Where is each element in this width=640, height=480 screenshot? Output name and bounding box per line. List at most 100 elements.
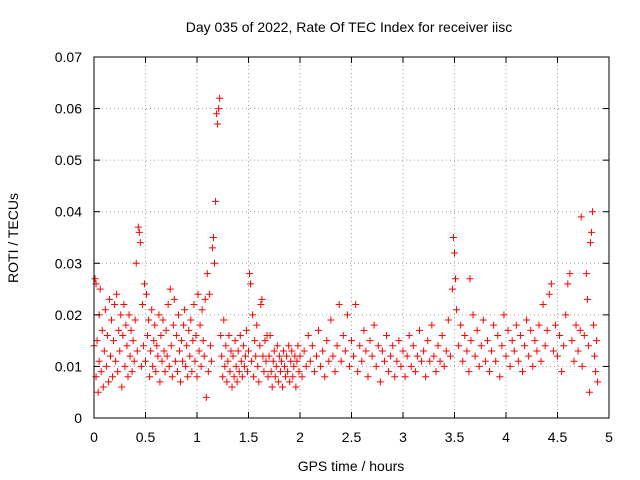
data-point (556, 331, 564, 339)
data-point (590, 321, 598, 329)
data-point (109, 373, 117, 381)
data-point (224, 357, 232, 365)
data-point (146, 373, 154, 381)
data-point (162, 326, 170, 334)
data-point (504, 326, 512, 334)
data-point (405, 331, 413, 339)
data-point (198, 306, 206, 314)
data-point (230, 373, 238, 381)
data-point (292, 383, 300, 391)
data-point (455, 342, 463, 350)
data-point (129, 337, 137, 345)
data-point (415, 326, 423, 334)
data-point (304, 331, 312, 339)
data-point (521, 342, 529, 350)
data-point (274, 378, 282, 386)
data-point (95, 357, 103, 365)
data-point (216, 94, 224, 102)
y-tick-label: 0.03 (55, 255, 82, 271)
data-point (99, 383, 107, 391)
data-point (364, 373, 372, 381)
data-point (481, 357, 489, 365)
data-point (284, 368, 292, 376)
data-point (268, 383, 276, 391)
data-point (196, 321, 204, 329)
x-tick-label: 1 (193, 429, 201, 445)
data-point (174, 311, 182, 319)
data-point (221, 362, 229, 370)
data-point (117, 311, 125, 319)
y-tick-label: 0.07 (55, 49, 82, 65)
data-point (223, 378, 231, 386)
data-point (235, 368, 243, 376)
data-point (214, 120, 222, 128)
data-point (179, 357, 187, 365)
data-point (448, 285, 456, 293)
x-tick-label: 3.5 (445, 429, 465, 445)
x-tick-label: 1.5 (239, 429, 259, 445)
data-point (531, 337, 539, 345)
data-point (508, 337, 516, 345)
data-point (265, 352, 273, 360)
chart-title: Day 035 of 2022, Rate Of TEC Index for r… (186, 19, 513, 35)
data-point (471, 352, 479, 360)
data-point (261, 337, 269, 345)
data-point (368, 352, 376, 360)
data-point (110, 337, 118, 345)
data-point (91, 275, 99, 283)
data-point (213, 110, 221, 118)
y-tick-label: 0.04 (55, 204, 82, 220)
data-point (183, 342, 191, 350)
data-point (566, 270, 574, 278)
data-point (315, 326, 323, 334)
data-point (168, 373, 176, 381)
data-point (151, 321, 159, 329)
data-point (465, 368, 473, 376)
data-point (130, 357, 138, 365)
x-tick-label: 0 (90, 429, 98, 445)
data-point (145, 316, 153, 324)
data-point (188, 368, 196, 376)
data-point (136, 239, 144, 247)
data-point (362, 347, 370, 355)
data-point (323, 337, 331, 345)
data-point (461, 331, 469, 339)
data-point (333, 342, 341, 350)
data-point (486, 368, 494, 376)
data-point (475, 362, 483, 370)
data-point (253, 321, 261, 329)
data-point (560, 342, 568, 350)
data-point (422, 373, 430, 381)
data-point (195, 347, 203, 355)
data-point (473, 326, 481, 334)
data-point (463, 347, 471, 355)
data-point (270, 347, 278, 355)
data-point (587, 228, 595, 236)
data-point (243, 368, 251, 376)
data-point (118, 383, 126, 391)
data-point (239, 342, 247, 350)
data-point (150, 337, 158, 345)
data-point (191, 357, 199, 365)
data-point (321, 373, 329, 381)
data-point (413, 352, 421, 360)
data-point (545, 290, 553, 298)
data-point (153, 342, 161, 350)
data-point (254, 362, 262, 370)
data-point (446, 352, 454, 360)
data-point (310, 368, 318, 376)
data-point (225, 331, 233, 339)
data-point (208, 244, 216, 252)
data-point (172, 331, 180, 339)
data-point (356, 342, 364, 350)
y-tick-label: 0.01 (55, 358, 82, 374)
data-point (506, 362, 514, 370)
data-point (496, 373, 504, 381)
data-point (229, 352, 237, 360)
data-point (436, 357, 444, 365)
data-point (144, 331, 152, 339)
y-axis-label: ROTI / TECUs (5, 193, 21, 283)
data-point (149, 362, 157, 370)
data-point (287, 357, 295, 365)
